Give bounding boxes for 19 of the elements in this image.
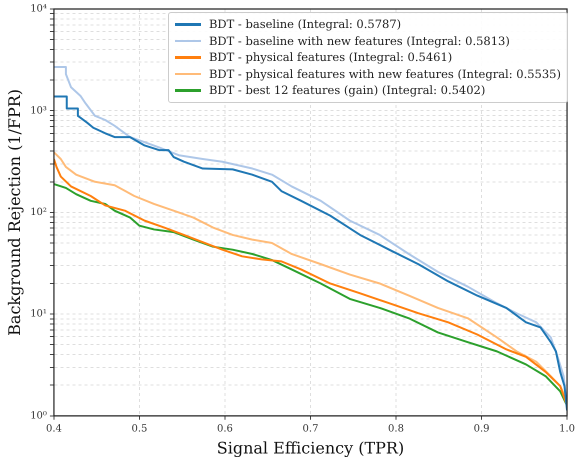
y-tick-label: 10⁴ bbox=[30, 4, 47, 15]
x-tick-label: 0.9 bbox=[474, 423, 490, 434]
x-tick-label: 0.5 bbox=[132, 423, 148, 434]
y-tick-label: 10² bbox=[30, 206, 47, 218]
legend-label: BDT - baseline (Integral: 0.5787) bbox=[208, 16, 402, 32]
y-axis-title: Background Rejection (1/FPR) bbox=[4, 88, 24, 336]
legend-label: BDT - physical features with new features (Integral: 0.5535) bbox=[208, 66, 561, 82]
y-tick-label: 10³ bbox=[30, 105, 47, 116]
x-tick-label: 1.0 bbox=[559, 423, 575, 434]
x-tick-label: 0.8 bbox=[388, 423, 404, 434]
x-tick-label: 0.7 bbox=[302, 423, 318, 434]
y-tick-label: 10¹ bbox=[30, 308, 47, 320]
x-axis-title: Signal Efficiency (TPR) bbox=[216, 438, 404, 458]
y-tick-label: 10⁰ bbox=[30, 410, 47, 422]
x-tick-label: 0.6 bbox=[217, 423, 233, 434]
x-tick-label: 0.4 bbox=[46, 423, 62, 434]
legend-label: BDT - physical features (Integral: 0.5461) bbox=[208, 49, 452, 66]
legend-label: BDT - baseline with new features (Integral: 0.5813) bbox=[208, 32, 510, 49]
legend-label: BDT - best 12 features (gain) (Integral: 0.5402) bbox=[208, 82, 486, 98]
